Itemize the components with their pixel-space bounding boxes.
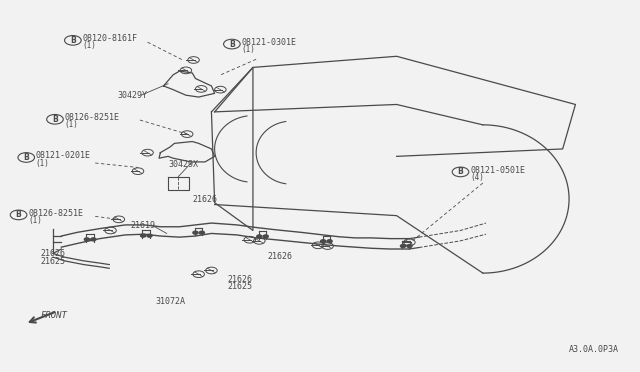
Text: 21626: 21626 <box>192 195 217 204</box>
Text: (4): (4) <box>470 173 484 182</box>
Text: B: B <box>24 153 29 162</box>
Text: 21625: 21625 <box>227 282 252 291</box>
Text: 08126-8251E: 08126-8251E <box>65 113 120 122</box>
Text: 21626: 21626 <box>227 275 252 284</box>
Text: B: B <box>16 211 22 219</box>
Circle shape <box>91 238 96 241</box>
Text: 21625: 21625 <box>40 257 65 266</box>
Text: 08121-0301E: 08121-0301E <box>241 38 296 47</box>
Text: 08126-8251E: 08126-8251E <box>28 209 83 218</box>
Text: (1): (1) <box>83 41 96 51</box>
Text: 30429Y: 30429Y <box>118 91 148 100</box>
Circle shape <box>141 234 146 237</box>
Text: FRONT: FRONT <box>40 311 67 320</box>
Circle shape <box>257 235 262 238</box>
Circle shape <box>199 231 204 234</box>
Circle shape <box>84 238 90 241</box>
Text: 08120-8161F: 08120-8161F <box>83 34 138 44</box>
Text: (1): (1) <box>65 121 79 129</box>
Circle shape <box>321 240 326 243</box>
Text: 30429X: 30429X <box>168 160 198 169</box>
Text: 21619: 21619 <box>131 221 156 230</box>
Text: B: B <box>52 115 58 124</box>
Text: 08121-0201E: 08121-0201E <box>36 151 91 160</box>
Text: B: B <box>70 36 76 45</box>
Text: 21626: 21626 <box>40 249 65 258</box>
Text: 21626: 21626 <box>268 252 292 261</box>
Text: 08121-0501E: 08121-0501E <box>470 166 525 175</box>
Circle shape <box>401 244 406 247</box>
Text: (1): (1) <box>36 158 50 167</box>
Circle shape <box>193 231 198 234</box>
Circle shape <box>407 244 412 247</box>
Text: 31072A: 31072A <box>156 297 185 306</box>
Text: (1): (1) <box>28 216 42 225</box>
Text: B: B <box>458 167 463 176</box>
Text: A3.0A.0P3A: A3.0A.0P3A <box>569 344 619 353</box>
Text: B: B <box>229 39 235 49</box>
Circle shape <box>147 234 152 237</box>
Text: (1): (1) <box>241 45 255 54</box>
Circle shape <box>263 235 268 238</box>
Circle shape <box>327 240 332 243</box>
